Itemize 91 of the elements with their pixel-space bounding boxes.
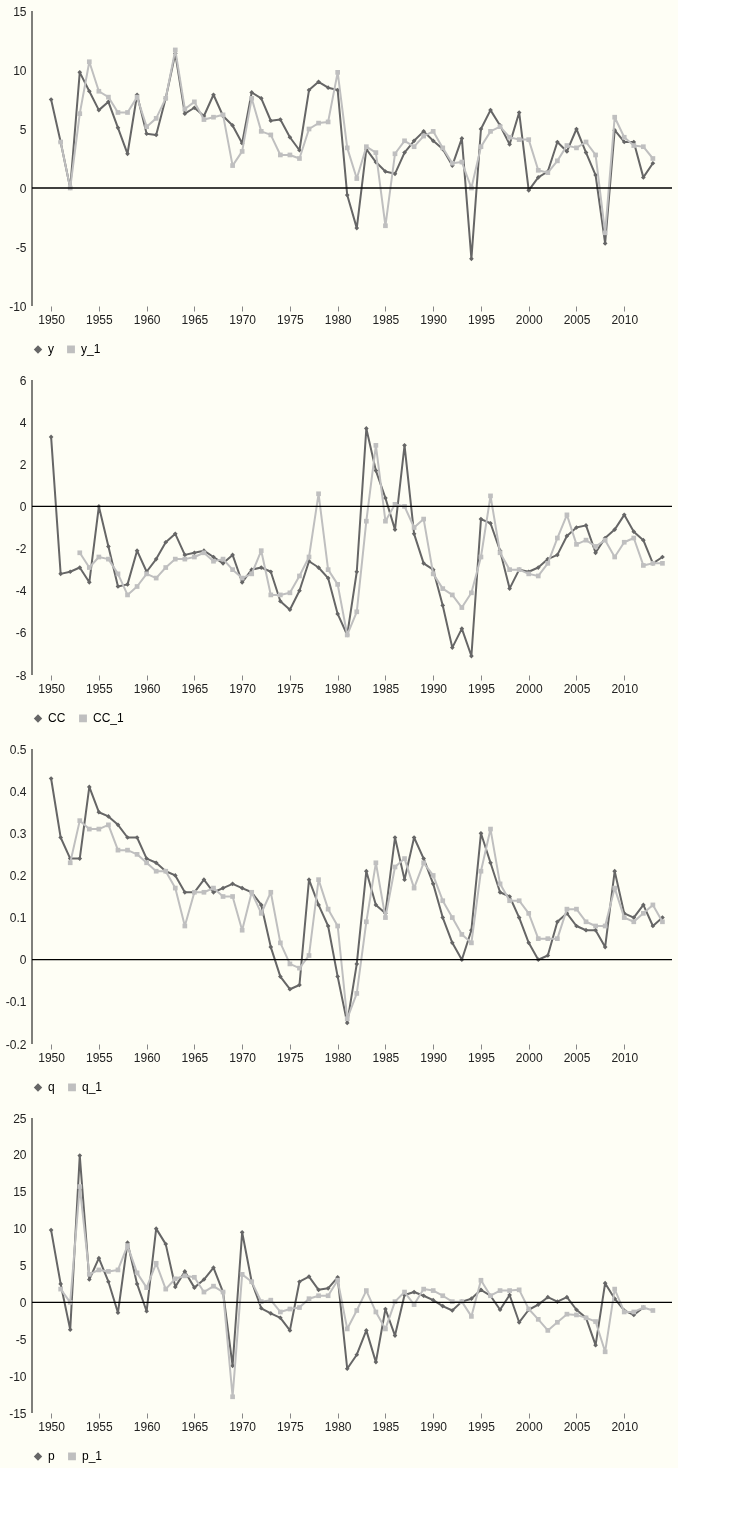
y-tick-label: -6 xyxy=(15,626,27,641)
y-tick-label: -10 xyxy=(9,1369,27,1384)
y-tick-label: 4 xyxy=(19,415,27,430)
x-tick-label: 1970 xyxy=(229,312,257,327)
y-tick-label: -0.1 xyxy=(5,995,27,1010)
legend-label: CC xyxy=(48,711,66,726)
x-tick-label: 2005 xyxy=(563,312,591,327)
legend-label: p_1 xyxy=(82,1449,103,1464)
x-tick-label: 2000 xyxy=(515,312,543,327)
x-tick-label: 1995 xyxy=(468,681,496,696)
y-tick-label: 0 xyxy=(19,1295,27,1310)
x-tick-label: 1995 xyxy=(468,1050,496,1065)
x-tick-label: 1985 xyxy=(372,1419,400,1434)
x-tick-label: 1970 xyxy=(229,1050,257,1065)
y-tick-label: 0.5 xyxy=(9,742,27,757)
x-tick-label: 1950 xyxy=(38,1050,66,1065)
x-tick-label: 1995 xyxy=(468,1419,496,1434)
legend-label: CC_1 xyxy=(93,711,125,726)
legend-label: q_1 xyxy=(82,1080,103,1095)
y-tick-label: 5 xyxy=(19,1259,27,1273)
x-tick-label: 1995 xyxy=(468,312,496,327)
x-tick-label: 1960 xyxy=(133,1419,161,1434)
y-tick-label: 0 xyxy=(19,181,27,196)
x-tick-label: 1985 xyxy=(372,312,400,327)
x-tick-label: 1965 xyxy=(181,312,209,327)
x-tick-label: 1975 xyxy=(277,681,305,696)
x-tick-label: 1950 xyxy=(38,681,66,696)
y-tick-label: 0.4 xyxy=(9,784,27,799)
x-tick-label: 1975 xyxy=(277,312,305,327)
x-tick-label: 2005 xyxy=(563,1050,591,1065)
y-tick-label: -5 xyxy=(15,240,27,255)
x-tick-label: 1975 xyxy=(277,1050,305,1065)
x-tick-label: 1990 xyxy=(420,312,448,327)
x-tick-label: 1950 xyxy=(38,1419,66,1434)
x-tick-label: 1965 xyxy=(181,1419,209,1434)
legend-label: y_1 xyxy=(81,342,101,357)
x-tick-label: 1980 xyxy=(324,1419,352,1434)
x-tick-label: 2010 xyxy=(611,1050,639,1065)
y-tick-label: 25 xyxy=(13,1111,27,1126)
y-tick-label: 10 xyxy=(13,1222,27,1237)
y-tick-label: -15 xyxy=(9,1406,27,1421)
y-tick-label: -4 xyxy=(15,584,27,599)
legend-label: q xyxy=(48,1080,55,1095)
y-tick-label: 0.3 xyxy=(9,826,27,841)
x-tick-label: 1990 xyxy=(420,1419,448,1434)
x-tick-label: 2005 xyxy=(563,1419,591,1434)
x-tick-label: 1950 xyxy=(38,312,66,327)
x-tick-label: 1980 xyxy=(324,681,352,696)
y-tick-label: 2 xyxy=(19,457,27,472)
y-tick-label: 15 xyxy=(13,4,27,19)
legend-label: p xyxy=(48,1449,55,1464)
x-tick-label: 1990 xyxy=(420,1050,448,1065)
y-tick-label: 0.1 xyxy=(9,911,27,926)
legend-label: y xyxy=(48,342,54,357)
y-tick-label: 0.2 xyxy=(9,868,27,883)
x-tick-label: 2000 xyxy=(515,1050,543,1065)
x-tick-label: 1960 xyxy=(133,681,161,696)
x-tick-label: 1960 xyxy=(133,312,161,327)
x-tick-label: 2010 xyxy=(611,1419,639,1434)
y-tick-label: -2 xyxy=(15,542,27,557)
x-tick-label: 1985 xyxy=(372,681,400,696)
x-tick-label: 1975 xyxy=(277,1419,305,1434)
y-tick-label: -8 xyxy=(15,668,27,683)
y-tick-label: -10 xyxy=(9,299,27,314)
y-tick-label: 20 xyxy=(13,1148,27,1163)
x-tick-label: 2000 xyxy=(515,681,543,696)
x-tick-label: 2000 xyxy=(515,1419,543,1434)
x-tick-label: 1990 xyxy=(420,681,448,696)
x-tick-label: 1965 xyxy=(181,681,209,696)
x-tick-label: 1955 xyxy=(86,1050,114,1065)
x-tick-label: 1980 xyxy=(324,312,352,327)
x-tick-label: 1970 xyxy=(229,1419,257,1434)
y-tick-label: 15 xyxy=(13,1185,27,1200)
y-tick-label: 6 xyxy=(19,373,27,388)
x-tick-label: 2010 xyxy=(611,681,639,696)
y-tick-label: 0 xyxy=(19,953,27,968)
x-tick-label: 1970 xyxy=(229,681,257,696)
x-tick-label: 1955 xyxy=(86,681,114,696)
x-tick-label: 1955 xyxy=(86,1419,114,1434)
x-tick-label: 1980 xyxy=(324,1050,352,1065)
y-tick-label: -0.2 xyxy=(5,1037,27,1052)
x-tick-label: 1955 xyxy=(86,312,114,327)
y-tick-label: 5 xyxy=(19,122,27,137)
x-tick-label: 2005 xyxy=(563,681,591,696)
x-tick-label: 1985 xyxy=(372,1050,400,1065)
x-tick-label: 1965 xyxy=(181,1050,209,1065)
x-tick-label: 2010 xyxy=(611,312,639,327)
y-tick-label: -5 xyxy=(15,1332,27,1347)
x-tick-label: 1960 xyxy=(133,1050,161,1065)
y-tick-label: 0 xyxy=(19,499,27,514)
y-tick-label: 10 xyxy=(13,63,27,78)
